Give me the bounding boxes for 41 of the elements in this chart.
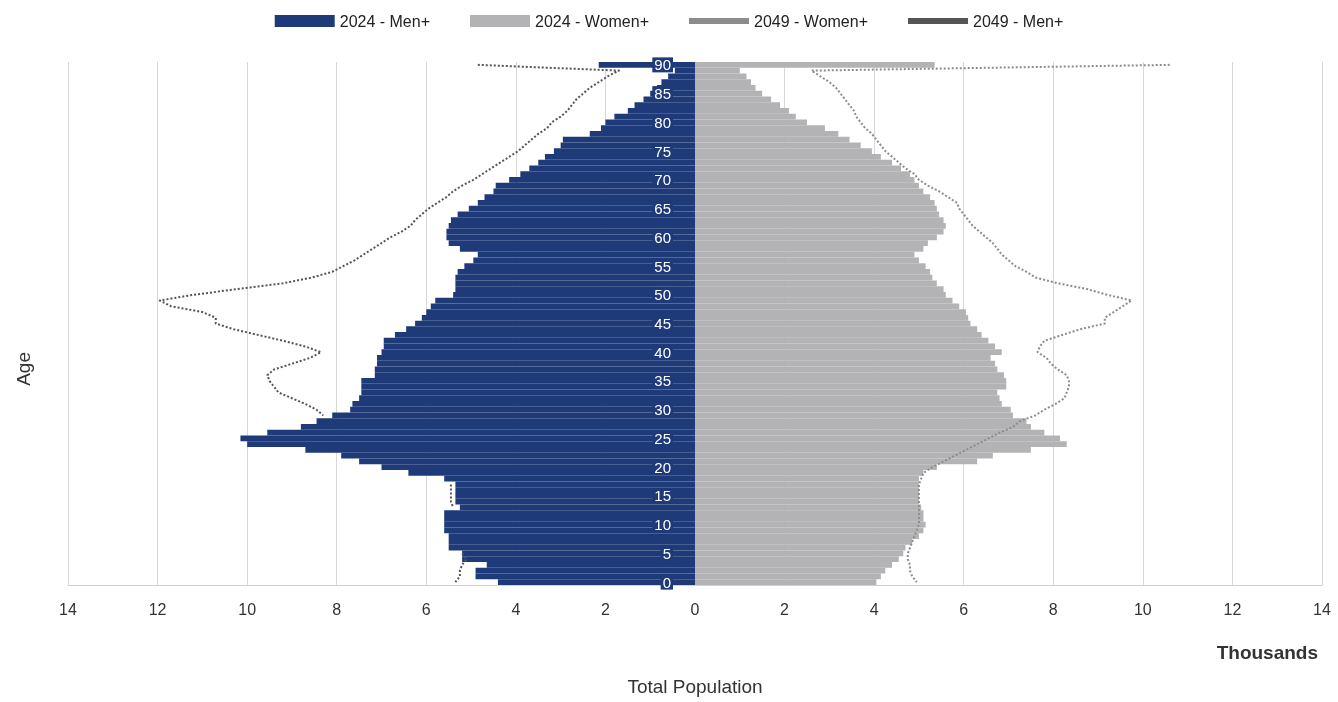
x-tick-label: 2: [780, 600, 790, 618]
text: Thousands: [1216, 642, 1319, 663]
y-tick-label: 25: [654, 429, 671, 447]
y-tick-label: 35: [654, 372, 671, 390]
y-tick-label: 65: [654, 200, 671, 218]
y-tick-label: 60: [654, 228, 671, 246]
x-tick-label: 4: [511, 600, 521, 618]
legend-label: 2024 - Women+: [535, 12, 650, 30]
x-tick-label: 6: [421, 600, 431, 618]
x-tick-label: 8: [332, 600, 342, 618]
legend-label: 2024 - Men+: [339, 12, 431, 30]
y-tick-label: 5: [662, 544, 671, 562]
x-tick-label: 12: [148, 600, 167, 618]
x-tick-label: 8: [1048, 600, 1058, 618]
x-tick-label: 14: [1313, 600, 1331, 618]
y-tick-label: 30: [654, 401, 671, 419]
x-axis-title: Total Population: [627, 676, 763, 697]
y-tick-label: 45: [654, 315, 671, 332]
y-axis-title: Age: [13, 352, 34, 386]
y-tick-label: 80: [654, 113, 671, 131]
y-tick-label: 15: [654, 487, 671, 505]
x-tick-label: 2: [600, 600, 610, 618]
y-tick-label: 70: [654, 171, 671, 189]
y-tick-label: 50: [654, 286, 671, 304]
x-tick-label: 14: [59, 600, 77, 618]
y-tick-label: 55: [654, 257, 671, 275]
x-tick-label: 0: [690, 600, 700, 618]
legend-label: 2049 - Men+: [972, 12, 1064, 30]
x-tick-label: 6: [959, 600, 969, 618]
y-tick-label: 10: [654, 516, 671, 534]
x-tick-label: 10: [238, 600, 257, 618]
y-tick-label: 90: [654, 56, 671, 74]
x-tick-label: 4: [869, 600, 879, 618]
y-tick-label: 20: [654, 458, 671, 476]
y-tick-label: 40: [654, 343, 671, 361]
y-tick-label: 85: [654, 85, 671, 103]
y-tick-label: 75: [654, 142, 671, 160]
legend-label: 2049 - Women+: [754, 12, 868, 30]
x-tick-label: 12: [1223, 600, 1242, 618]
x-tick-label: 10: [1133, 600, 1152, 618]
y-tick-label: 0: [662, 573, 671, 591]
